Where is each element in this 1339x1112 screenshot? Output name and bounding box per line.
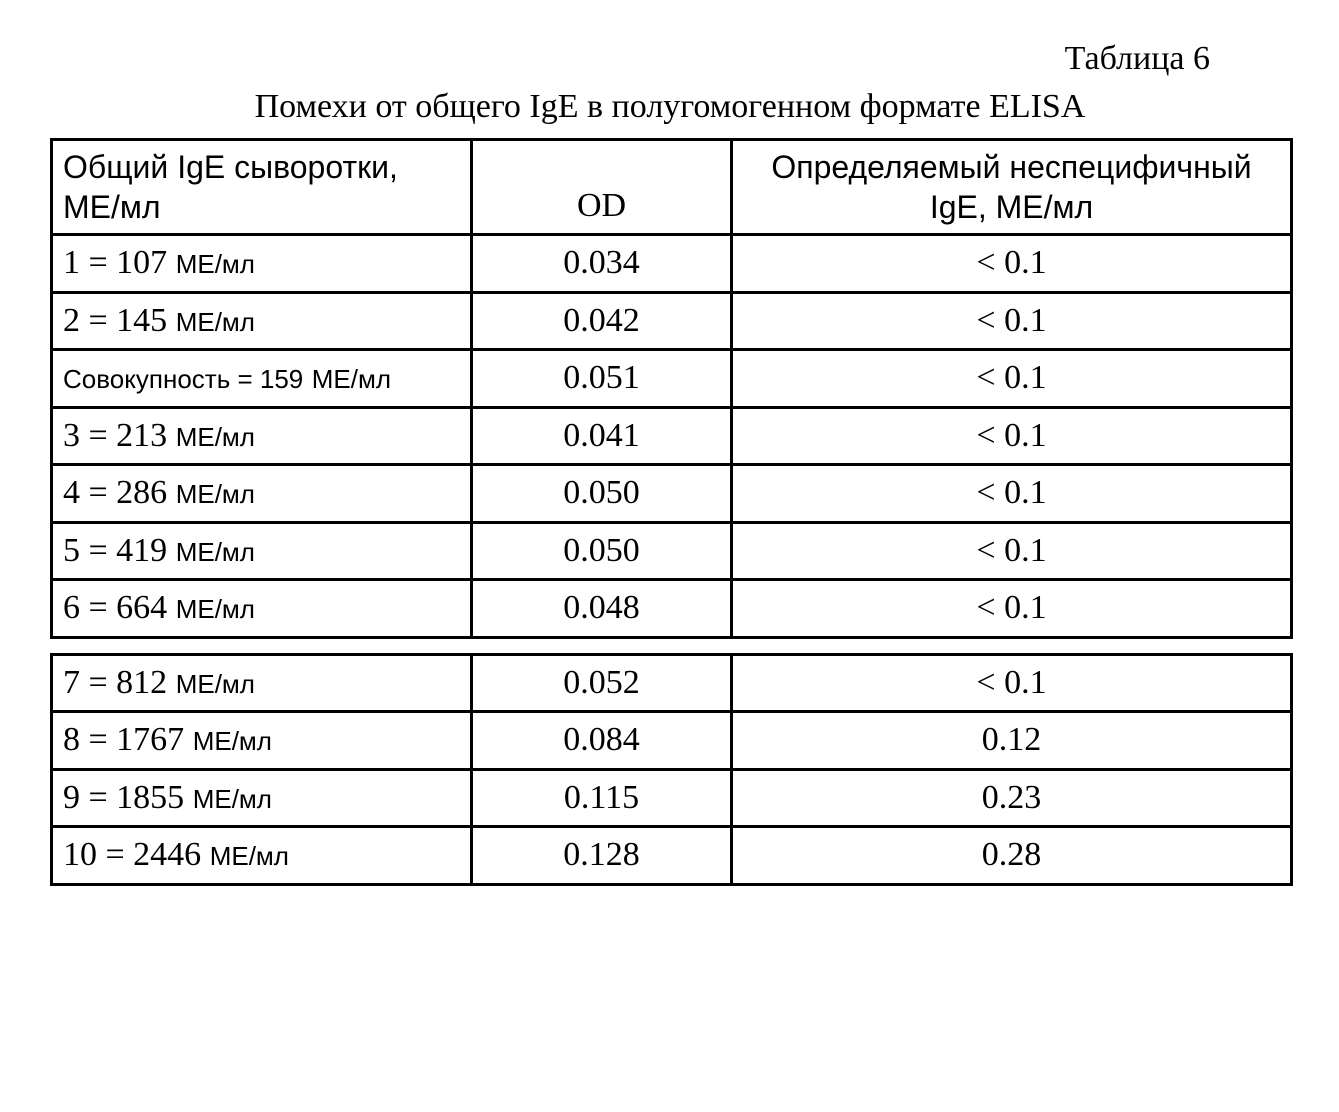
cell-unit-text: МЕ/мл <box>176 249 255 279</box>
table-title: Помехи от общего IgE в полугомогенном фо… <box>50 88 1290 126</box>
cell-unit-text: МЕ/мл <box>176 307 255 337</box>
cell-od: 0.034 <box>472 235 732 293</box>
cell-unit-text: МЕ/мл <box>176 669 255 699</box>
cell-total-ige: 9 = 1855 МЕ/мл <box>52 769 472 827</box>
cell-total-ige: 3 = 213 МЕ/мл <box>52 407 472 465</box>
cell-od: 0.051 <box>472 350 732 408</box>
table-row: 2 = 145 МЕ/мл0.042< 0.1 <box>52 292 1292 350</box>
cell-lead-text: 4 = 286 <box>63 474 167 511</box>
cell-detected-ige: < 0.1 <box>732 465 1292 523</box>
cell-od: 0.115 <box>472 769 732 827</box>
table-row: 1 = 107 МЕ/мл0.034< 0.1 <box>52 235 1292 293</box>
cell-total-ige: 7 = 812 МЕ/мл <box>52 654 472 712</box>
cell-lead-text: 1 = 107 <box>63 244 167 281</box>
cell-lead-text: 5 = 419 <box>63 532 167 569</box>
cell-detected-ige: < 0.1 <box>732 654 1292 712</box>
cell-unit-text: МЕ/мл <box>193 784 272 814</box>
cell-total-ige: Совокупность = 159 МЕ/мл <box>52 350 472 408</box>
cell-lead-text: 3 = 213 <box>63 417 167 454</box>
cell-od: 0.041 <box>472 407 732 465</box>
cell-detected-ige: < 0.1 <box>732 350 1292 408</box>
cell-unit-text: МЕ/мл <box>176 594 255 624</box>
data-table-group2: 7 = 812 МЕ/мл0.052< 0.18 = 1767 МЕ/мл0.0… <box>50 653 1293 886</box>
cell-unit-text: МЕ/мл <box>176 537 255 567</box>
cell-detected-ige: < 0.1 <box>732 292 1292 350</box>
cell-unit-text: МЕ/мл <box>312 364 391 394</box>
cell-detected-ige: < 0.1 <box>732 235 1292 293</box>
cell-unit-text: МЕ/мл <box>193 726 272 756</box>
cell-od: 0.048 <box>472 580 732 638</box>
cell-lead-text: 8 = 1767 <box>63 721 184 758</box>
cell-detected-ige: 0.23 <box>732 769 1292 827</box>
cell-unit-text: МЕ/мл <box>210 841 289 871</box>
table-number: Таблица 6 <box>50 40 1290 78</box>
cell-unit-text: МЕ/мл <box>176 422 255 452</box>
cell-total-ige: 10 = 2446 МЕ/мл <box>52 827 472 885</box>
cell-lead-text: Совокупность = 159 <box>63 364 303 394</box>
table-header-row: Общий IgE сыворотки, МЕ/мл OD Определяем… <box>52 140 1292 235</box>
table-row: 7 = 812 МЕ/мл0.052< 0.1 <box>52 654 1292 712</box>
cell-total-ige: 6 = 664 МЕ/мл <box>52 580 472 638</box>
cell-od: 0.052 <box>472 654 732 712</box>
cell-total-ige: 1 = 107 МЕ/мл <box>52 235 472 293</box>
cell-lead-text: 9 = 1855 <box>63 779 184 816</box>
data-table-group1: Общий IgE сыворотки, МЕ/мл OD Определяем… <box>50 138 1293 639</box>
table-row: 3 = 213 МЕ/мл0.041< 0.1 <box>52 407 1292 465</box>
cell-detected-ige: 0.12 <box>732 712 1292 770</box>
cell-detected-ige: < 0.1 <box>732 522 1292 580</box>
cell-unit-text: МЕ/мл <box>176 479 255 509</box>
table-row: 9 = 1855 МЕ/мл0.1150.23 <box>52 769 1292 827</box>
cell-total-ige: 2 = 145 МЕ/мл <box>52 292 472 350</box>
cell-total-ige: 4 = 286 МЕ/мл <box>52 465 472 523</box>
cell-od: 0.042 <box>472 292 732 350</box>
table-row: 6 = 664 МЕ/мл0.048< 0.1 <box>52 580 1292 638</box>
table-row: Совокупность = 159 МЕ/мл0.051< 0.1 <box>52 350 1292 408</box>
table-row: 5 = 419 МЕ/мл0.050< 0.1 <box>52 522 1292 580</box>
cell-detected-ige: 0.28 <box>732 827 1292 885</box>
table-row: 8 = 1767 МЕ/мл0.0840.12 <box>52 712 1292 770</box>
cell-od: 0.050 <box>472 522 732 580</box>
cell-lead-text: 10 = 2446 <box>63 836 201 873</box>
cell-total-ige: 5 = 419 МЕ/мл <box>52 522 472 580</box>
cell-od: 0.050 <box>472 465 732 523</box>
cell-lead-text: 2 = 145 <box>63 302 167 339</box>
cell-lead-text: 7 = 812 <box>63 664 167 701</box>
cell-od: 0.084 <box>472 712 732 770</box>
table-row: 10 = 2446 МЕ/мл0.1280.28 <box>52 827 1292 885</box>
cell-od: 0.128 <box>472 827 732 885</box>
col-header-od: OD <box>472 140 732 235</box>
cell-total-ige: 8 = 1767 МЕ/мл <box>52 712 472 770</box>
cell-lead-text: 6 = 664 <box>63 589 167 626</box>
table-row: 4 = 286 МЕ/мл0.050< 0.1 <box>52 465 1292 523</box>
group-gap <box>50 639 1290 653</box>
col-header-detected-ige: Определяемый неспецифичный IgE, МЕ/мл <box>732 140 1292 235</box>
cell-detected-ige: < 0.1 <box>732 407 1292 465</box>
cell-detected-ige: < 0.1 <box>732 580 1292 638</box>
col-header-total-ige: Общий IgE сыворотки, МЕ/мл <box>52 140 472 235</box>
